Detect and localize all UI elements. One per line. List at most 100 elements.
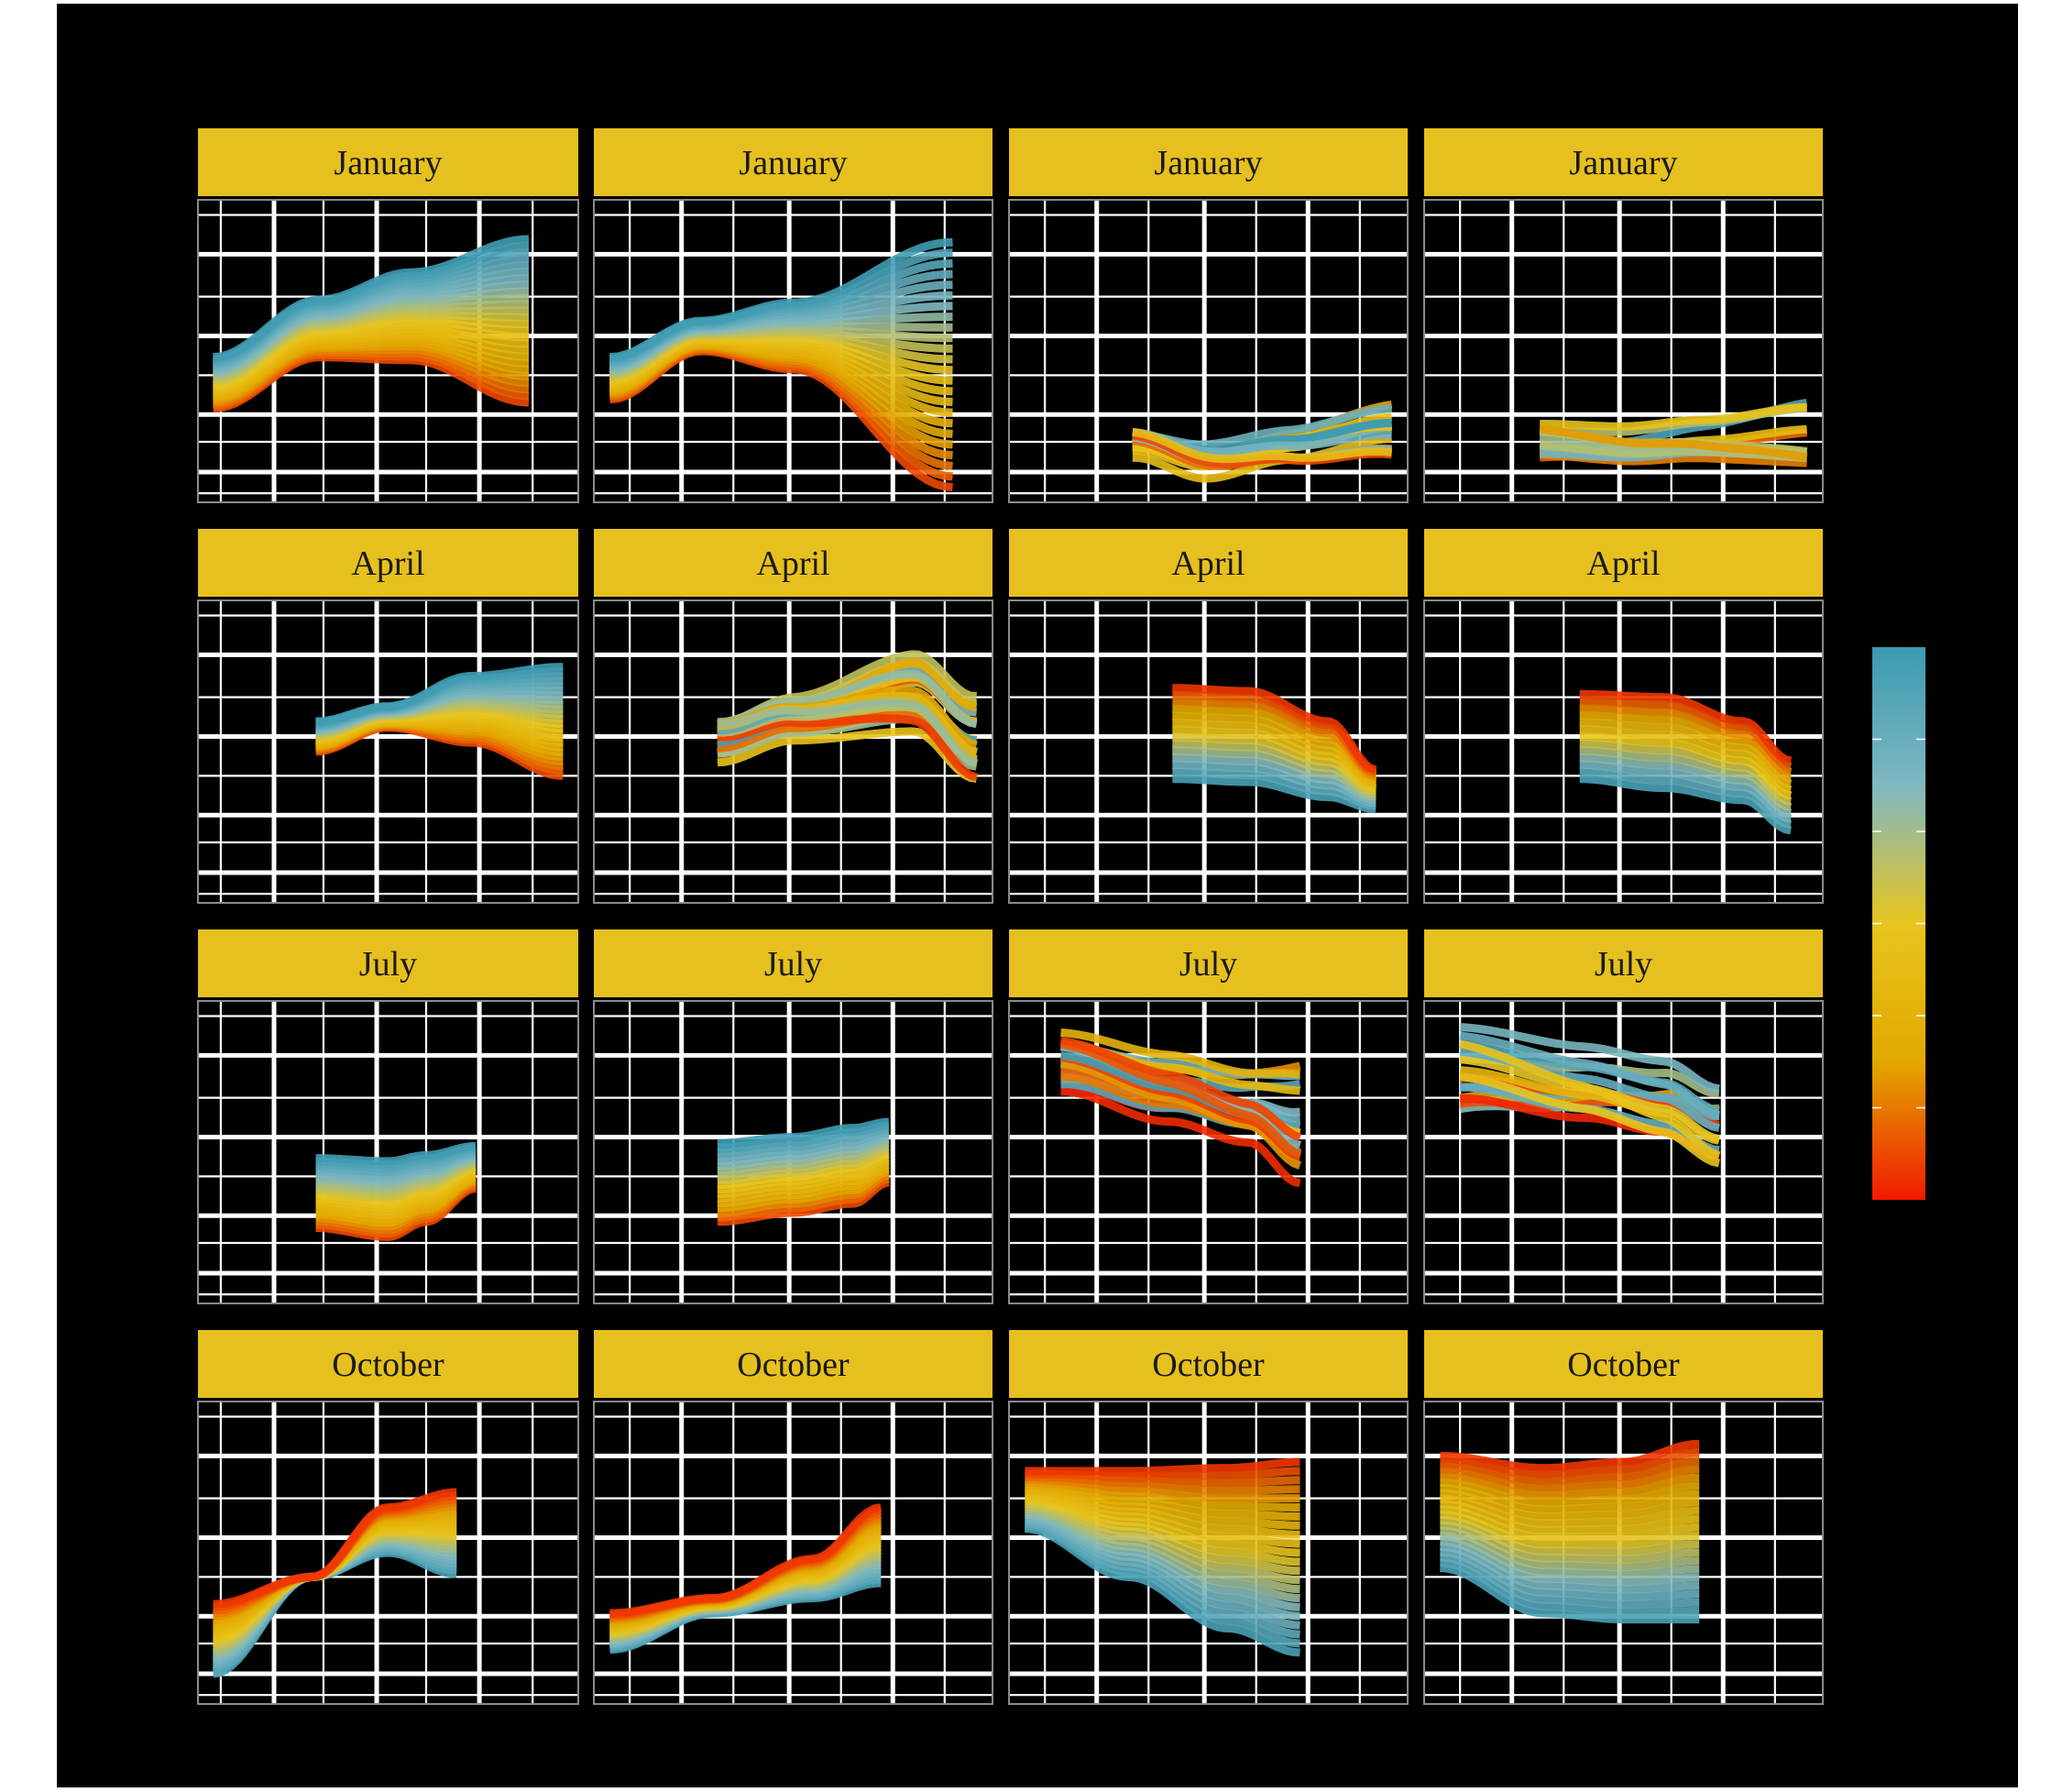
facet-strip <box>1009 929 1408 997</box>
panel-border <box>593 1000 993 1304</box>
facet-strip <box>1009 529 1408 597</box>
series-line <box>1440 1505 1700 1542</box>
series-line <box>1440 1456 1700 1487</box>
facet-panel-october-1: October <box>197 1330 579 1705</box>
facet-panel-october-3: October <box>1008 1330 1409 1705</box>
series-line <box>213 235 530 362</box>
series-line <box>1172 753 1376 805</box>
series-lines <box>1172 684 1377 814</box>
panel-border <box>197 199 579 503</box>
panel-border <box>1423 599 1824 904</box>
series-line <box>1440 1483 1700 1514</box>
series-line <box>1440 1439 1700 1473</box>
facet-strip-label: January <box>1154 144 1262 182</box>
facet-panel-january-2: January <box>593 128 993 503</box>
panel-border <box>1423 1401 1824 1705</box>
facet-strip <box>1009 128 1408 196</box>
panel-border <box>1423 199 1824 503</box>
series-line <box>1059 1037 1302 1142</box>
facet-strip-label: October <box>1152 1346 1265 1384</box>
facet-strip-label: April <box>1586 544 1660 583</box>
facet-panels: January January January January April April Ap… <box>197 128 1824 1705</box>
series-lines <box>1440 1439 1700 1624</box>
series-line <box>1540 402 1807 431</box>
series-line <box>1440 1500 1700 1534</box>
series-line <box>1060 1087 1301 1188</box>
series-line <box>1440 1564 1700 1624</box>
series-line <box>1440 1558 1700 1616</box>
series-line <box>1172 684 1377 775</box>
facet-strip-label: July <box>359 945 417 984</box>
panel-border <box>197 1401 579 1705</box>
series-line <box>1579 746 1793 811</box>
series-line <box>1579 725 1793 794</box>
series-line <box>1025 1457 1300 1476</box>
panel-border <box>1008 199 1409 503</box>
series-lines <box>1025 1457 1300 1657</box>
facet-panel-july-2: July <box>593 929 993 1304</box>
series-lines <box>609 1503 883 1655</box>
panel-background <box>594 1402 993 1704</box>
series-line <box>1440 1532 1700 1579</box>
series-line <box>717 1138 890 1175</box>
series-line <box>1172 775 1376 814</box>
facet-strip <box>1009 1330 1408 1398</box>
series-line <box>717 1132 890 1166</box>
series-lines <box>1059 1028 1302 1188</box>
facet-panel-january-3: January <box>1008 128 1409 503</box>
facet-strip-label: July <box>764 945 822 984</box>
series-line <box>717 1128 890 1161</box>
facet-panel-april-4: April <box>1423 529 1824 904</box>
series-line <box>1579 760 1792 823</box>
series-line <box>1579 775 1792 835</box>
series-line <box>609 1503 883 1618</box>
series-line <box>1440 1542 1700 1594</box>
facet-strip <box>1424 529 1823 597</box>
facet-strip <box>198 529 578 597</box>
facet-panel-july-3: July <box>1008 929 1409 1304</box>
series-line <box>1059 1060 1302 1170</box>
facet-panel-april-3: April <box>1008 529 1409 904</box>
panel-border <box>1008 1000 1409 1304</box>
facet-strip-label: July <box>1179 945 1237 984</box>
series-line <box>315 1141 477 1166</box>
series-line <box>1579 739 1793 806</box>
series-line <box>1440 1494 1700 1528</box>
series-line <box>609 237 953 362</box>
panel-border <box>197 1000 579 1304</box>
facet-strip <box>198 929 578 997</box>
series-line <box>1059 1039 1302 1159</box>
series-line <box>1459 1031 1720 1120</box>
series-line <box>717 1135 890 1171</box>
series-line <box>1440 1489 1700 1521</box>
series-line <box>1440 1515 1700 1556</box>
panel-border <box>593 1401 993 1705</box>
series-lines <box>1539 399 1808 467</box>
series-line <box>1440 1547 1700 1601</box>
series-line <box>717 698 979 768</box>
series-line <box>717 1142 890 1180</box>
series-line <box>717 1121 890 1152</box>
series-line <box>213 1488 457 1609</box>
facet-panel-october-4: October <box>1423 1330 1824 1705</box>
facet-strip-label: October <box>1567 1346 1680 1384</box>
series-line <box>1579 710 1793 783</box>
facet-panel-october-2: October <box>593 1330 993 1705</box>
facet-strip <box>1424 128 1823 196</box>
series-line <box>1440 1553 1700 1609</box>
series-line <box>1579 704 1793 776</box>
facet-panel-january-4: January <box>1423 128 1824 503</box>
facet-strip <box>594 1330 993 1398</box>
series-line <box>717 1117 890 1148</box>
series-line <box>1172 767 1376 810</box>
facet-strip-label: July <box>1595 945 1652 984</box>
facet-strip-label: January <box>739 144 847 182</box>
facet-strip <box>1424 929 1823 997</box>
facet-panel-april-1: April <box>197 529 579 904</box>
series-line <box>1440 1473 1700 1501</box>
facet-strip <box>198 1330 578 1398</box>
series-line <box>1440 1465 1700 1493</box>
series-lines <box>1459 1023 1721 1168</box>
